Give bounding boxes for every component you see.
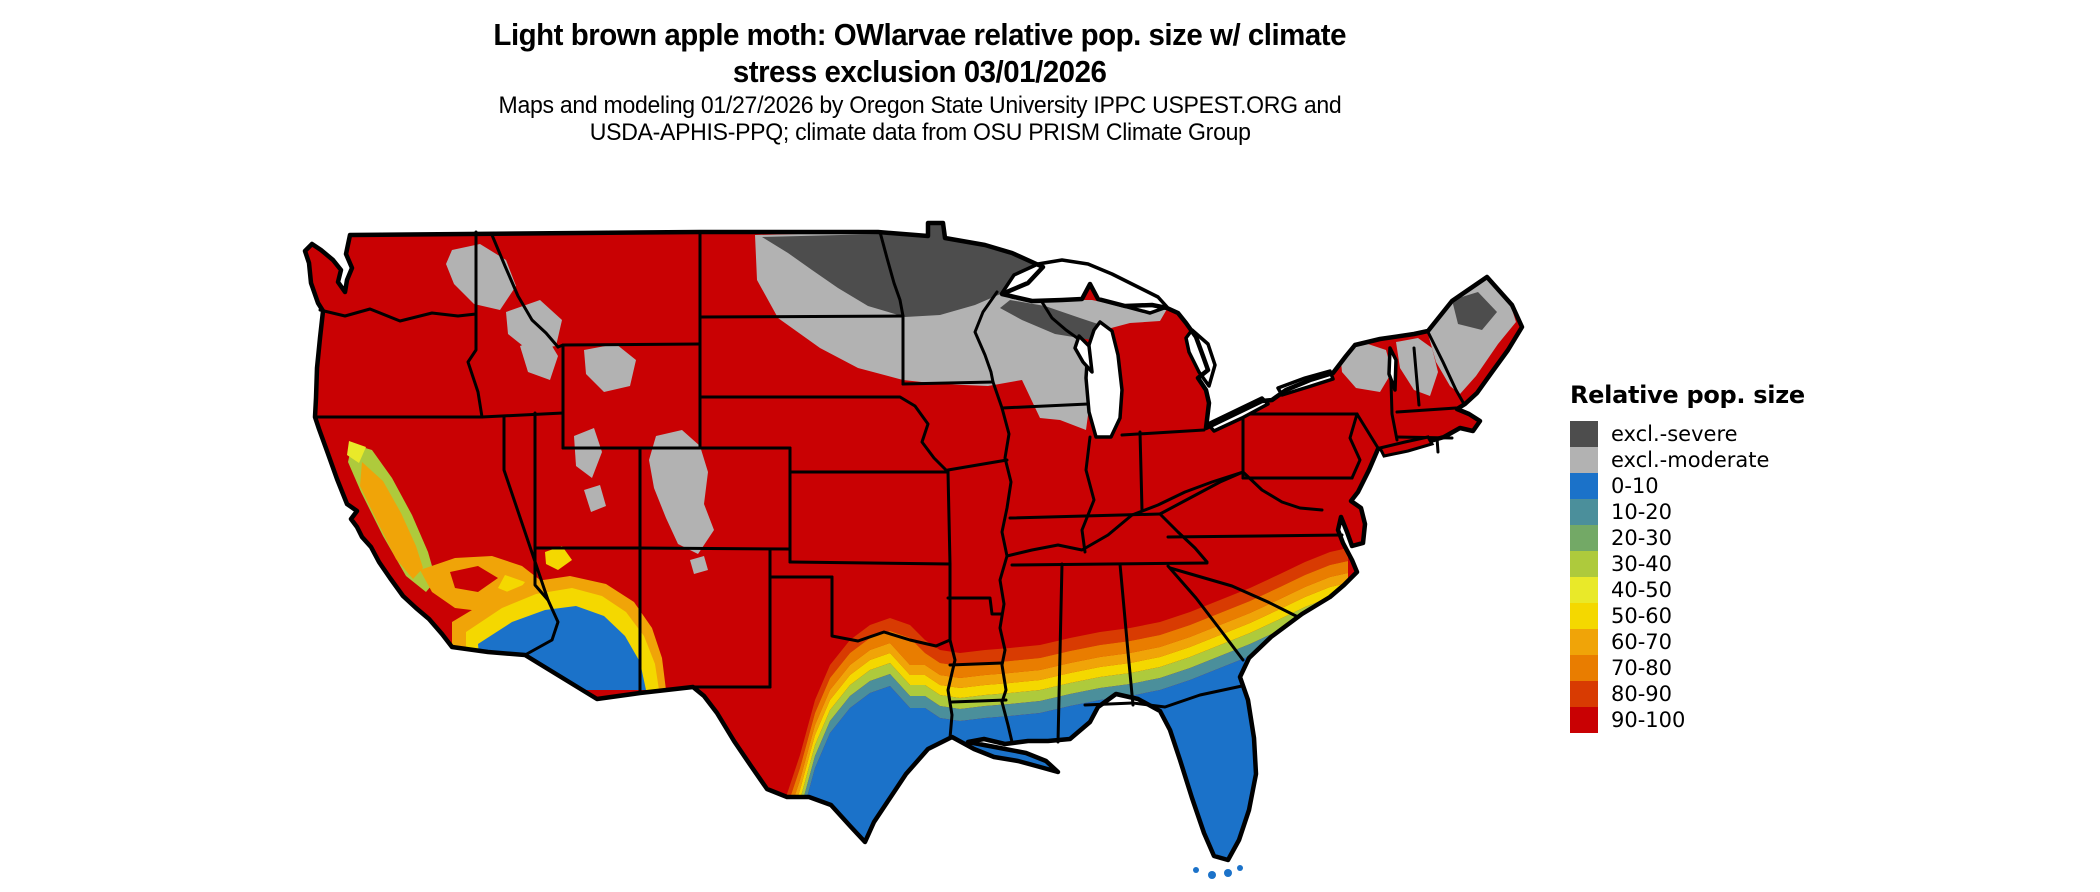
map-title-line2: stress exclusion 03/01/2026 <box>733 54 1107 89</box>
legend-swatch <box>1570 603 1598 629</box>
legend-swatch <box>1570 707 1598 733</box>
legend-label: 40-50 <box>1611 578 1673 602</box>
map-title: Light brown apple moth: OWlarvae relativ… <box>0 16 1840 90</box>
legend-swatch <box>1570 551 1598 577</box>
legend-rows: excl.-severe excl.-moderate 0-10 10-20 20-30… <box>1570 421 1870 733</box>
legend-label: excl.-severe <box>1611 422 1738 446</box>
map-title-line1: Light brown apple moth: OWlarvae relativ… <box>493 17 1347 52</box>
legend-swatch <box>1570 629 1598 655</box>
map-region-gray-new-mexico-tip <box>690 556 708 574</box>
legend-label: 20-30 <box>1611 526 1673 550</box>
map-region-gray-utah-a <box>574 428 602 478</box>
map-region-socal-red-patch <box>450 566 498 592</box>
legend-label: 30-40 <box>1611 552 1673 576</box>
map-band-10-20 <box>688 604 1348 860</box>
map-region-gray-adirondacks <box>1340 342 1392 392</box>
map-subtitle: Maps and modeling 01/27/2026 by Oregon S… <box>0 92 1840 146</box>
legend-row: 0-10 <box>1570 473 1870 499</box>
map-region-nevada-tip-gold <box>545 546 572 570</box>
legend-row: excl.-moderate <box>1570 447 1870 473</box>
legend-swatch <box>1570 525 1598 551</box>
legend-swatch <box>1570 577 1598 603</box>
long-island <box>1377 435 1435 458</box>
legend-row: 20-30 <box>1570 525 1870 551</box>
legend-label: 10-20 <box>1611 500 1673 524</box>
map-region-excl-severe-minnesota <box>762 224 1043 317</box>
legend-row: 40-50 <box>1570 577 1870 603</box>
legend-swatch <box>1570 499 1598 525</box>
legend-swatch <box>1570 421 1598 447</box>
legend-row: 30-40 <box>1570 551 1870 577</box>
us-outline <box>302 220 1525 863</box>
map-subtitle-line1: Maps and modeling 01/27/2026 by Oregon S… <box>498 92 1342 119</box>
map-band-70-80 <box>688 561 1348 840</box>
legend-title: Relative pop. size <box>1570 381 1805 409</box>
map-band-80-90 <box>688 548 1348 828</box>
lake-champlain <box>1387 346 1398 392</box>
legend-label: 80-90 <box>1611 682 1673 706</box>
legend-label: excl.-moderate <box>1611 448 1770 472</box>
map-region-ca-valley-yellow-tip <box>347 441 366 463</box>
legend-row: excl.-severe <box>1570 421 1870 447</box>
legend-row: 70-80 <box>1570 655 1870 681</box>
legend-swatch <box>1570 473 1598 499</box>
legend-row: 90-100 <box>1570 707 1870 733</box>
legend-label: 60-70 <box>1611 630 1673 654</box>
legend-row: 10-20 <box>1570 499 1870 525</box>
green-bay <box>1073 334 1094 374</box>
map-region-gray-colorado <box>649 430 714 554</box>
map-region-ca-valley-orange <box>360 462 423 579</box>
legend-swatch <box>1570 447 1598 473</box>
map-band-30-40 <box>688 593 1348 860</box>
map-band-60-70 <box>688 573 1348 850</box>
map-band-50-60 <box>688 583 1348 860</box>
map-region-gray-utah-b <box>584 485 606 512</box>
legend-label: 70-80 <box>1611 656 1673 680</box>
map-region-gray-montana-a <box>446 244 516 310</box>
legend-row: 80-90 <box>1570 681 1870 707</box>
legend-row: 60-70 <box>1570 629 1870 655</box>
florida-keys <box>1193 865 1243 879</box>
legend-label: 90-100 <box>1611 708 1686 732</box>
map-region-excl-severe-maine <box>1452 292 1497 330</box>
map-region-gray-yellowstone <box>584 344 636 392</box>
map-legend: Relative pop. size excl.-severe excl.-mod… <box>1570 381 1870 733</box>
legend-label: 50-60 <box>1611 604 1673 628</box>
state-borders <box>314 230 1466 744</box>
legend-label: 0-10 <box>1611 474 1659 498</box>
map-subtitle-line2: USDA-APHIS-PPQ; climate data from OSU PR… <box>589 119 1251 146</box>
legend-row: 50-60 <box>1570 603 1870 629</box>
legend-swatch <box>1570 655 1598 681</box>
map-region-gray-idaho <box>520 336 558 380</box>
legend-swatch <box>1570 681 1598 707</box>
